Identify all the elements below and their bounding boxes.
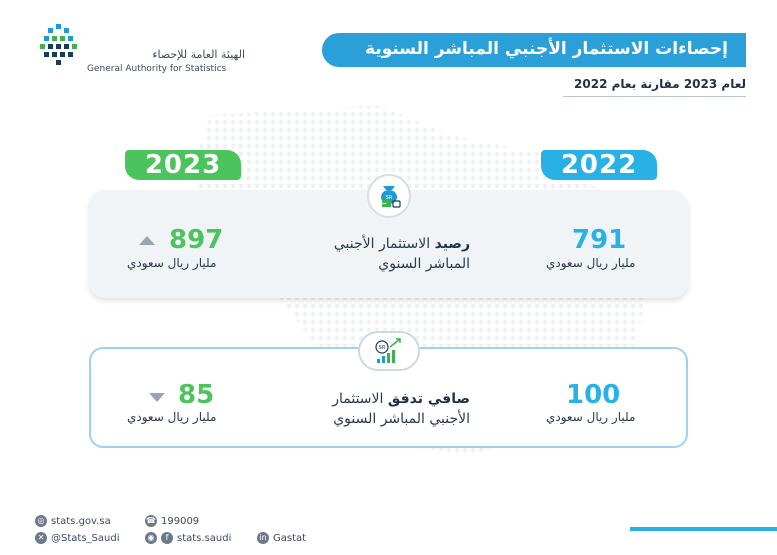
bottom-accent-bar (630, 527, 777, 531)
flow-label-line1: الاستثمار (332, 391, 384, 407)
stock-icon-circle: SR (367, 174, 411, 218)
flow-label: صافي تدفق الاستثمار الأجنبي المباشر السن… (290, 389, 470, 429)
phone-icon: ☎ (145, 515, 157, 527)
svg-text:SR: SR (379, 345, 386, 351)
gastat-logo-mark (40, 24, 77, 65)
org-name-english: General Authority for Statistics (87, 64, 227, 74)
stock-value-2023: 897 (169, 225, 224, 255)
page-subtitle: لعام 2023 مقارنة بعام 2022 (574, 77, 746, 91)
flow-value-2023: 85 (178, 380, 215, 410)
footer-website-text: stats.gov.sa (51, 515, 111, 527)
year-badge-previous: 2022 (541, 150, 657, 180)
flow-value-2022: 100 (566, 380, 621, 410)
svg-text:SR: SR (386, 195, 393, 201)
footer-phone-text: 199009 (161, 515, 200, 527)
stock-unit-2022: مليار ريال سعودي (546, 256, 636, 270)
stock-label-bold: رصيد (434, 236, 470, 252)
flow-label-bold: صافي تدفق (387, 391, 470, 407)
money-bag-icon: SR (381, 186, 401, 208)
footer-social-text: stats.saudi (177, 532, 232, 544)
footer-phone[interactable]: ☎ 199009 (145, 515, 199, 527)
gastat-logo: الهيئة العامة للإحصاء General Authority … (30, 22, 245, 77)
stock-label: رصيد الاستثمار الأجنبي المباشر السنوي (290, 234, 470, 274)
footer-twitter-text: @Stats_Saudi (51, 532, 120, 544)
facebook-icon: f (161, 532, 173, 544)
trend-down-icon (149, 393, 165, 402)
footer-linkedin[interactable]: in Gastat (257, 532, 306, 544)
footer-social[interactable]: ◉ f stats.saudi (145, 532, 231, 544)
year-badge-current: 2023 (125, 150, 241, 180)
stock-label-line1: الاستثمار الأجنبي (333, 236, 431, 252)
title-banner: إحصاءات الاستثمار الأجنبي المباشر السنوي… (322, 33, 746, 67)
stock-value-2022: 791 (572, 225, 627, 255)
stock-label-line2: المباشر السنوي (378, 256, 470, 272)
footer-linkedin-text: Gastat (273, 532, 307, 544)
org-name-arabic: الهيئة العامة للإحصاء (152, 48, 245, 61)
trend-up-icon (139, 236, 155, 245)
linkedin-icon: in (257, 532, 269, 544)
flow-label-line2: الأجنبي المباشر السنوي (333, 411, 470, 427)
globe-icon: ◎ (35, 515, 47, 527)
footer-twitter[interactable]: ✕ @Stats_Saudi (35, 532, 119, 544)
flow-icon-circle: SR (358, 331, 420, 371)
footer-website[interactable]: ◎ stats.gov.sa (35, 515, 111, 527)
stock-unit-2023: مليار ريال سعودي (127, 256, 217, 270)
instagram-icon: ◉ (145, 532, 157, 544)
subtitle-divider (563, 96, 746, 97)
x-icon: ✕ (35, 532, 47, 544)
growth-chart-icon: SR (375, 338, 401, 363)
flow-unit-2023: مليار ريال سعودي (127, 410, 217, 424)
flow-unit-2022: مليار ريال سعودي (546, 410, 636, 424)
page-title: إحصاءات الاستثمار الأجنبي المباشر السنوي… (365, 39, 728, 59)
